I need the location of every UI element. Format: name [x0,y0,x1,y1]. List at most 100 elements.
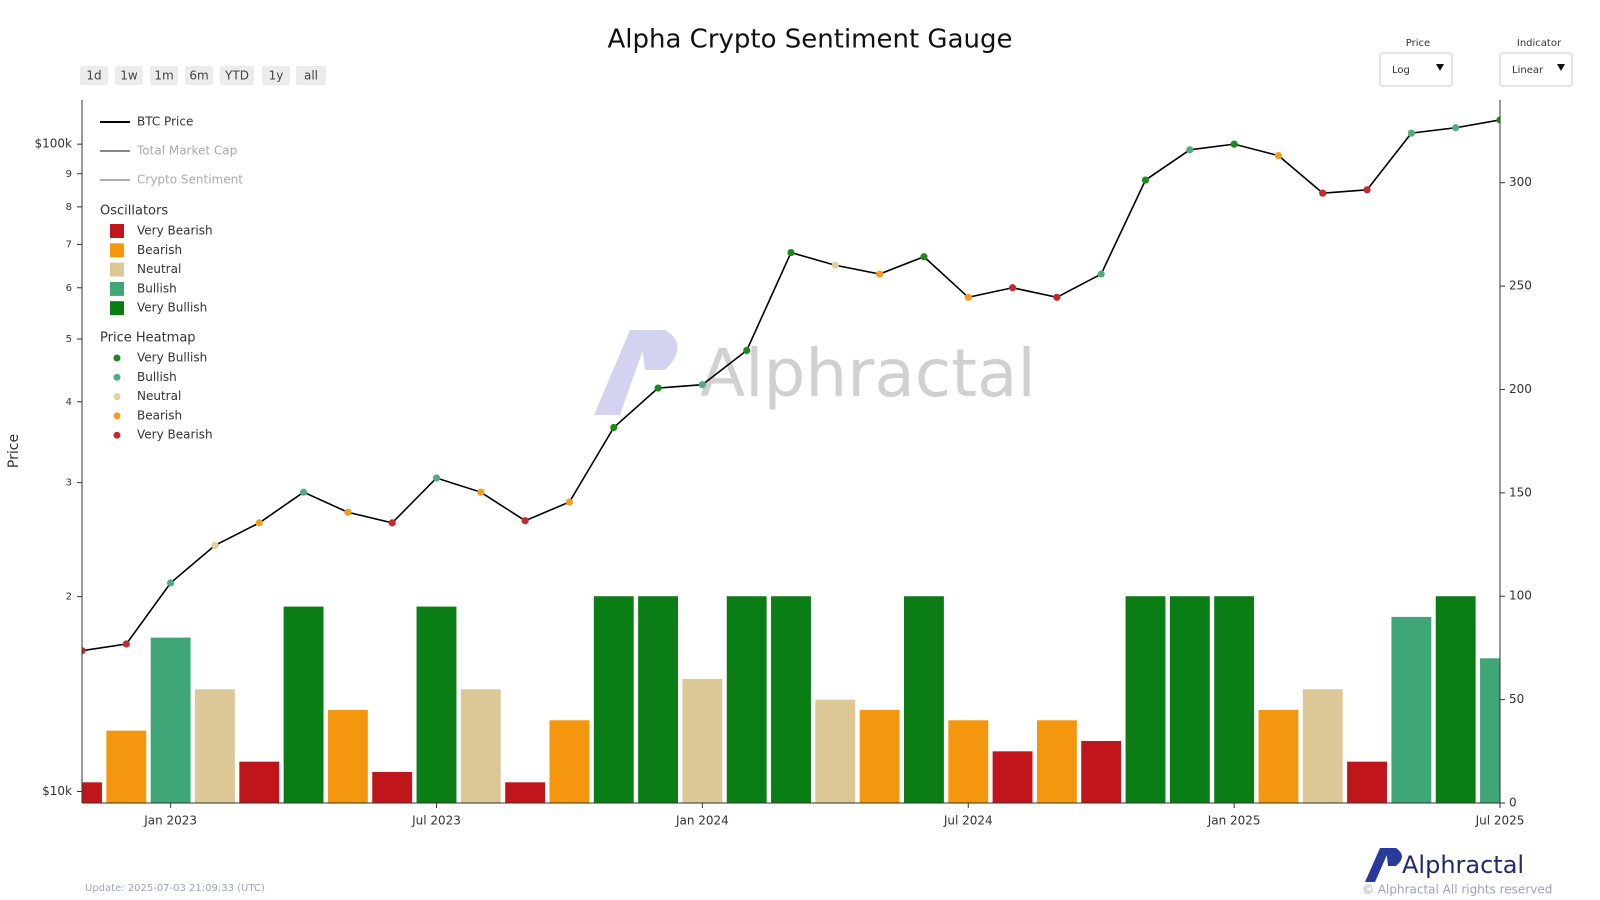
oscillator-bar [638,596,679,803]
oscillator-bar [682,678,723,803]
heatmap-dot [1452,124,1460,132]
heatmap-dot [82,647,86,655]
oscillator-bar [593,596,634,803]
legend-label: Bullish [137,370,177,384]
range-button[interactable]: 1d [80,66,108,85]
update-time: Update: 2025-07-03 21:09:33 (UTC) [85,883,265,894]
heatmap-dot [1407,129,1415,137]
oscillator-bar [1169,596,1210,803]
heatmap-dot [1363,186,1371,194]
range-button-label: all [304,69,318,83]
legend-label: Very Bearish [137,224,213,238]
price-scale-select[interactable]: Price Log [1379,38,1453,87]
range-button[interactable]: 1y [262,66,290,85]
heatmap-dot [1008,284,1017,292]
heatmap-dot [743,346,751,355]
oscillator-bar [992,751,1033,803]
oscillator-bar [82,782,102,803]
range-button[interactable]: 1w [115,66,143,85]
oscillator-bar [327,709,368,803]
x-tick-label: Jan 2023 [143,814,197,828]
heatmap-dot [167,579,175,587]
legend-swatch [110,262,124,277]
heatmap-dot [1230,140,1238,148]
heatmap-dot [122,640,130,648]
legend-swatch [110,301,124,316]
dropdown-arrow [1436,64,1444,71]
legend-label: Neutral [137,389,181,403]
heatmap-dot [654,384,662,392]
heatmap-dot [299,488,308,496]
y-tick-label: 7 [66,239,72,250]
heatmap-dot [1274,152,1283,160]
heatmap-dot [1186,146,1194,154]
oscillator-bar [1302,689,1343,803]
x-tick-label: Jul 2024 [943,814,993,828]
oscillator-bar [948,720,989,803]
oscillator-bar [460,689,501,803]
heatmap-dot [964,293,972,301]
select-box[interactable] [1499,52,1573,87]
heatmap-dot [432,474,441,482]
range-button[interactable]: 6m [185,66,213,85]
oscillator-bar [771,596,811,803]
heatmap-dot [477,488,485,496]
range-button[interactable]: 1m [150,66,178,85]
heatmap-dot [344,508,352,516]
indicator-scale-select[interactable]: Indicator Linear [1499,38,1573,87]
logo-mark [1386,848,1402,866]
range-button-bg [115,66,143,85]
range-button[interactable]: all [296,66,326,85]
watermark-logo [640,330,678,370]
y-tick-label: $10k [42,784,72,798]
y-axis-title: Price [6,434,22,468]
range-button-label: 6m [189,69,208,83]
range-button-bg [150,66,178,85]
select-box[interactable] [1379,52,1453,87]
oscillator-bar [1125,596,1166,803]
range-button-label: 1d [86,69,101,83]
legend-label: BTC Price [137,115,193,129]
heatmap-dot [920,253,928,261]
oscillator-bar [1081,740,1122,803]
range-button[interactable]: YTD [220,66,254,85]
heatmap-dot [565,498,574,506]
range-button-label: 1m [154,69,173,83]
oscillator-bar [505,782,546,803]
oscillator-bar [372,771,413,803]
y-tick-label: 8 [66,202,72,213]
select-value: Linear [1512,65,1544,76]
legend-label: Very Bearish [137,428,213,442]
chart-title: Alpha Crypto Sentiment Gauge [607,25,1012,55]
heatmap-dot [1496,116,1500,124]
legend-label: Total Market Cap [136,144,237,158]
oscillator-bar [416,606,457,803]
copyright: © Alphractal All rights reserved [1362,883,1552,897]
legend-group-title: Oscillators [100,204,168,219]
range-button-label: 1y [269,69,284,83]
legend-label: Very Bullish [137,301,207,315]
watermark-logo [594,330,650,415]
y-tick-label: $100k [35,137,73,151]
x-tick-label: Jul 2023 [411,814,461,828]
legend-dot [113,373,121,381]
range-button-label: 1w [120,69,138,83]
range-button-label: YTD [224,69,249,83]
heatmap-dot [787,248,795,257]
y-tick-label: 4 [66,397,72,408]
legend-swatch [110,224,124,238]
watermark-text: Alphractal [700,335,1036,412]
oscillator-bar [815,699,856,803]
y2-tick-label: 50 [1509,692,1524,706]
y2-tick-label: 100 [1509,589,1532,603]
legend-label: Bullish [137,281,177,295]
y2-tick-label: 300 [1509,175,1532,189]
oscillator-bar [726,596,767,803]
oscillator-bar [1391,616,1432,803]
y-tick-label: 2 [66,592,72,603]
legend-dot [113,393,121,401]
legend-label: Very Bullish [137,351,207,365]
oscillator-bar [859,709,900,803]
heatmap-dot [698,381,706,389]
